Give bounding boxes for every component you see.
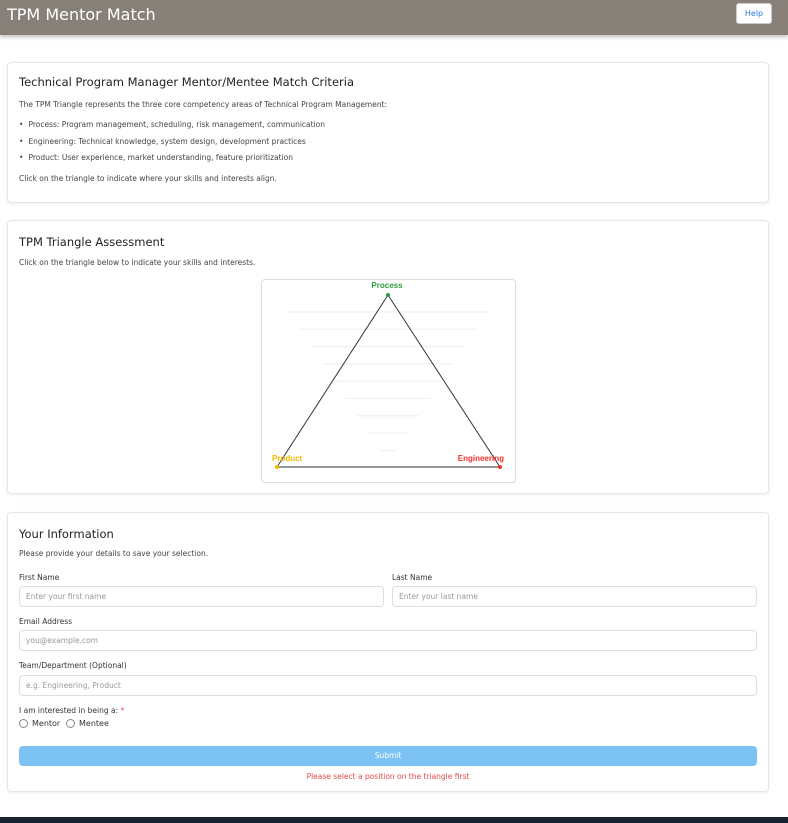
- required-mark: *: [120, 706, 125, 715]
- role-label: I am interested in being a: *: [19, 706, 124, 715]
- info-card: Your Information Please provide your det…: [7, 512, 769, 792]
- info-subtitle: Please provide your details to save your…: [19, 549, 209, 558]
- error-message: Please select a position on the triangle…: [306, 772, 470, 781]
- info-title: Your Information: [19, 527, 114, 541]
- footer: [0, 817, 788, 823]
- engineering-vertex: [498, 465, 502, 469]
- tpm-triangle[interactable]: Process Product Engineering: [262, 280, 517, 484]
- process-label: Process: [371, 281, 403, 290]
- criteria-bullet-product: Product: User experience, market underst…: [19, 153, 293, 162]
- triangle-canvas[interactable]: Process Product Engineering: [261, 279, 516, 483]
- process-vertex: [386, 293, 390, 297]
- triangle-edge-left: [276, 294, 389, 468]
- assessment-instruction: Click on the triangle below to indicate …: [19, 258, 256, 267]
- submit-button[interactable]: Submit: [19, 746, 757, 766]
- app-title: TPM Mentor Match: [7, 5, 156, 24]
- team-label: Team/Department (Optional): [19, 661, 127, 670]
- criteria-title: Technical Program Manager Mentor/Mentee …: [19, 75, 354, 89]
- criteria-outro: Click on the triangle to indicate where …: [19, 174, 277, 183]
- role-label-text: I am interested in being a:: [19, 706, 119, 715]
- email-input[interactable]: you@example.com: [19, 630, 757, 651]
- criteria-bullet-process: Process: Program management, scheduling,…: [19, 120, 325, 129]
- mentee-label[interactable]: Mentee: [79, 719, 109, 728]
- criteria-card: Technical Program Manager Mentor/Mentee …: [7, 62, 769, 203]
- team-input[interactable]: e.g. Engineering, Product: [19, 675, 757, 696]
- mentor-radio[interactable]: [19, 719, 28, 728]
- engineering-label: Engineering: [458, 454, 504, 463]
- help-button[interactable]: Help: [736, 3, 772, 24]
- criteria-bullet-engineering: Engineering: Technical knowledge, system…: [19, 137, 305, 146]
- criteria-intro: The TPM Triangle represents the three co…: [19, 100, 388, 109]
- triangle-edge-right: [387, 294, 501, 468]
- first-name-label: First Name: [19, 573, 60, 582]
- app-header: TPM Mentor Match Help: [0, 0, 788, 35]
- last-name-input[interactable]: Enter your last name: [392, 586, 757, 607]
- last-name-label: Last Name: [392, 573, 433, 582]
- first-name-input[interactable]: Enter your first name: [19, 586, 384, 607]
- mentee-radio[interactable]: [66, 719, 75, 728]
- assessment-card: TPM Triangle Assessment Click on the tri…: [7, 220, 769, 494]
- assessment-title: TPM Triangle Assessment: [19, 235, 165, 249]
- product-label: Product: [272, 454, 303, 463]
- mentor-label[interactable]: Mentor: [32, 719, 61, 728]
- product-vertex: [275, 465, 279, 469]
- email-label: Email Address: [19, 617, 73, 626]
